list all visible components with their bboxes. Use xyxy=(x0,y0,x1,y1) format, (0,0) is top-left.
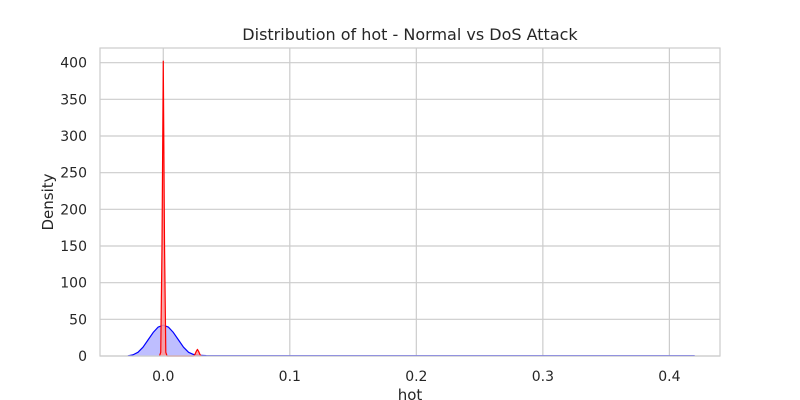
chart-title: Distribution of hot - Normal vs DoS Atta… xyxy=(242,25,578,44)
y-tick-label: 150 xyxy=(60,239,87,255)
x-tick-label: 0.3 xyxy=(532,369,554,385)
x-tick-label: 0.1 xyxy=(279,369,301,385)
y-tick-label: 250 xyxy=(60,166,87,182)
x-tick-label: 0.0 xyxy=(152,369,174,385)
y-tick-label: 300 xyxy=(60,129,87,145)
y-tick-label: 200 xyxy=(60,202,87,218)
y-axis: 0 50 100 150 200 250 300 350 400 xyxy=(60,56,87,365)
y-tick-label: 400 xyxy=(60,56,87,72)
grid xyxy=(100,48,720,357)
y-tick-label: 0 xyxy=(78,349,87,365)
y-tick-label: 350 xyxy=(60,92,87,108)
y-axis-title: Density xyxy=(39,173,57,230)
x-tick-label: 0.2 xyxy=(405,369,427,385)
plot-frame xyxy=(99,47,721,357)
y-tick-label: 50 xyxy=(69,312,87,328)
series-2-area xyxy=(159,61,202,356)
x-axis-title: hot xyxy=(398,386,423,400)
x-axis: 0.0 0.1 0.2 0.3 0.4 xyxy=(152,369,680,385)
y-tick-label: 100 xyxy=(60,276,87,292)
series-1-area xyxy=(127,325,695,356)
x-tick-label: 0.4 xyxy=(658,369,680,385)
